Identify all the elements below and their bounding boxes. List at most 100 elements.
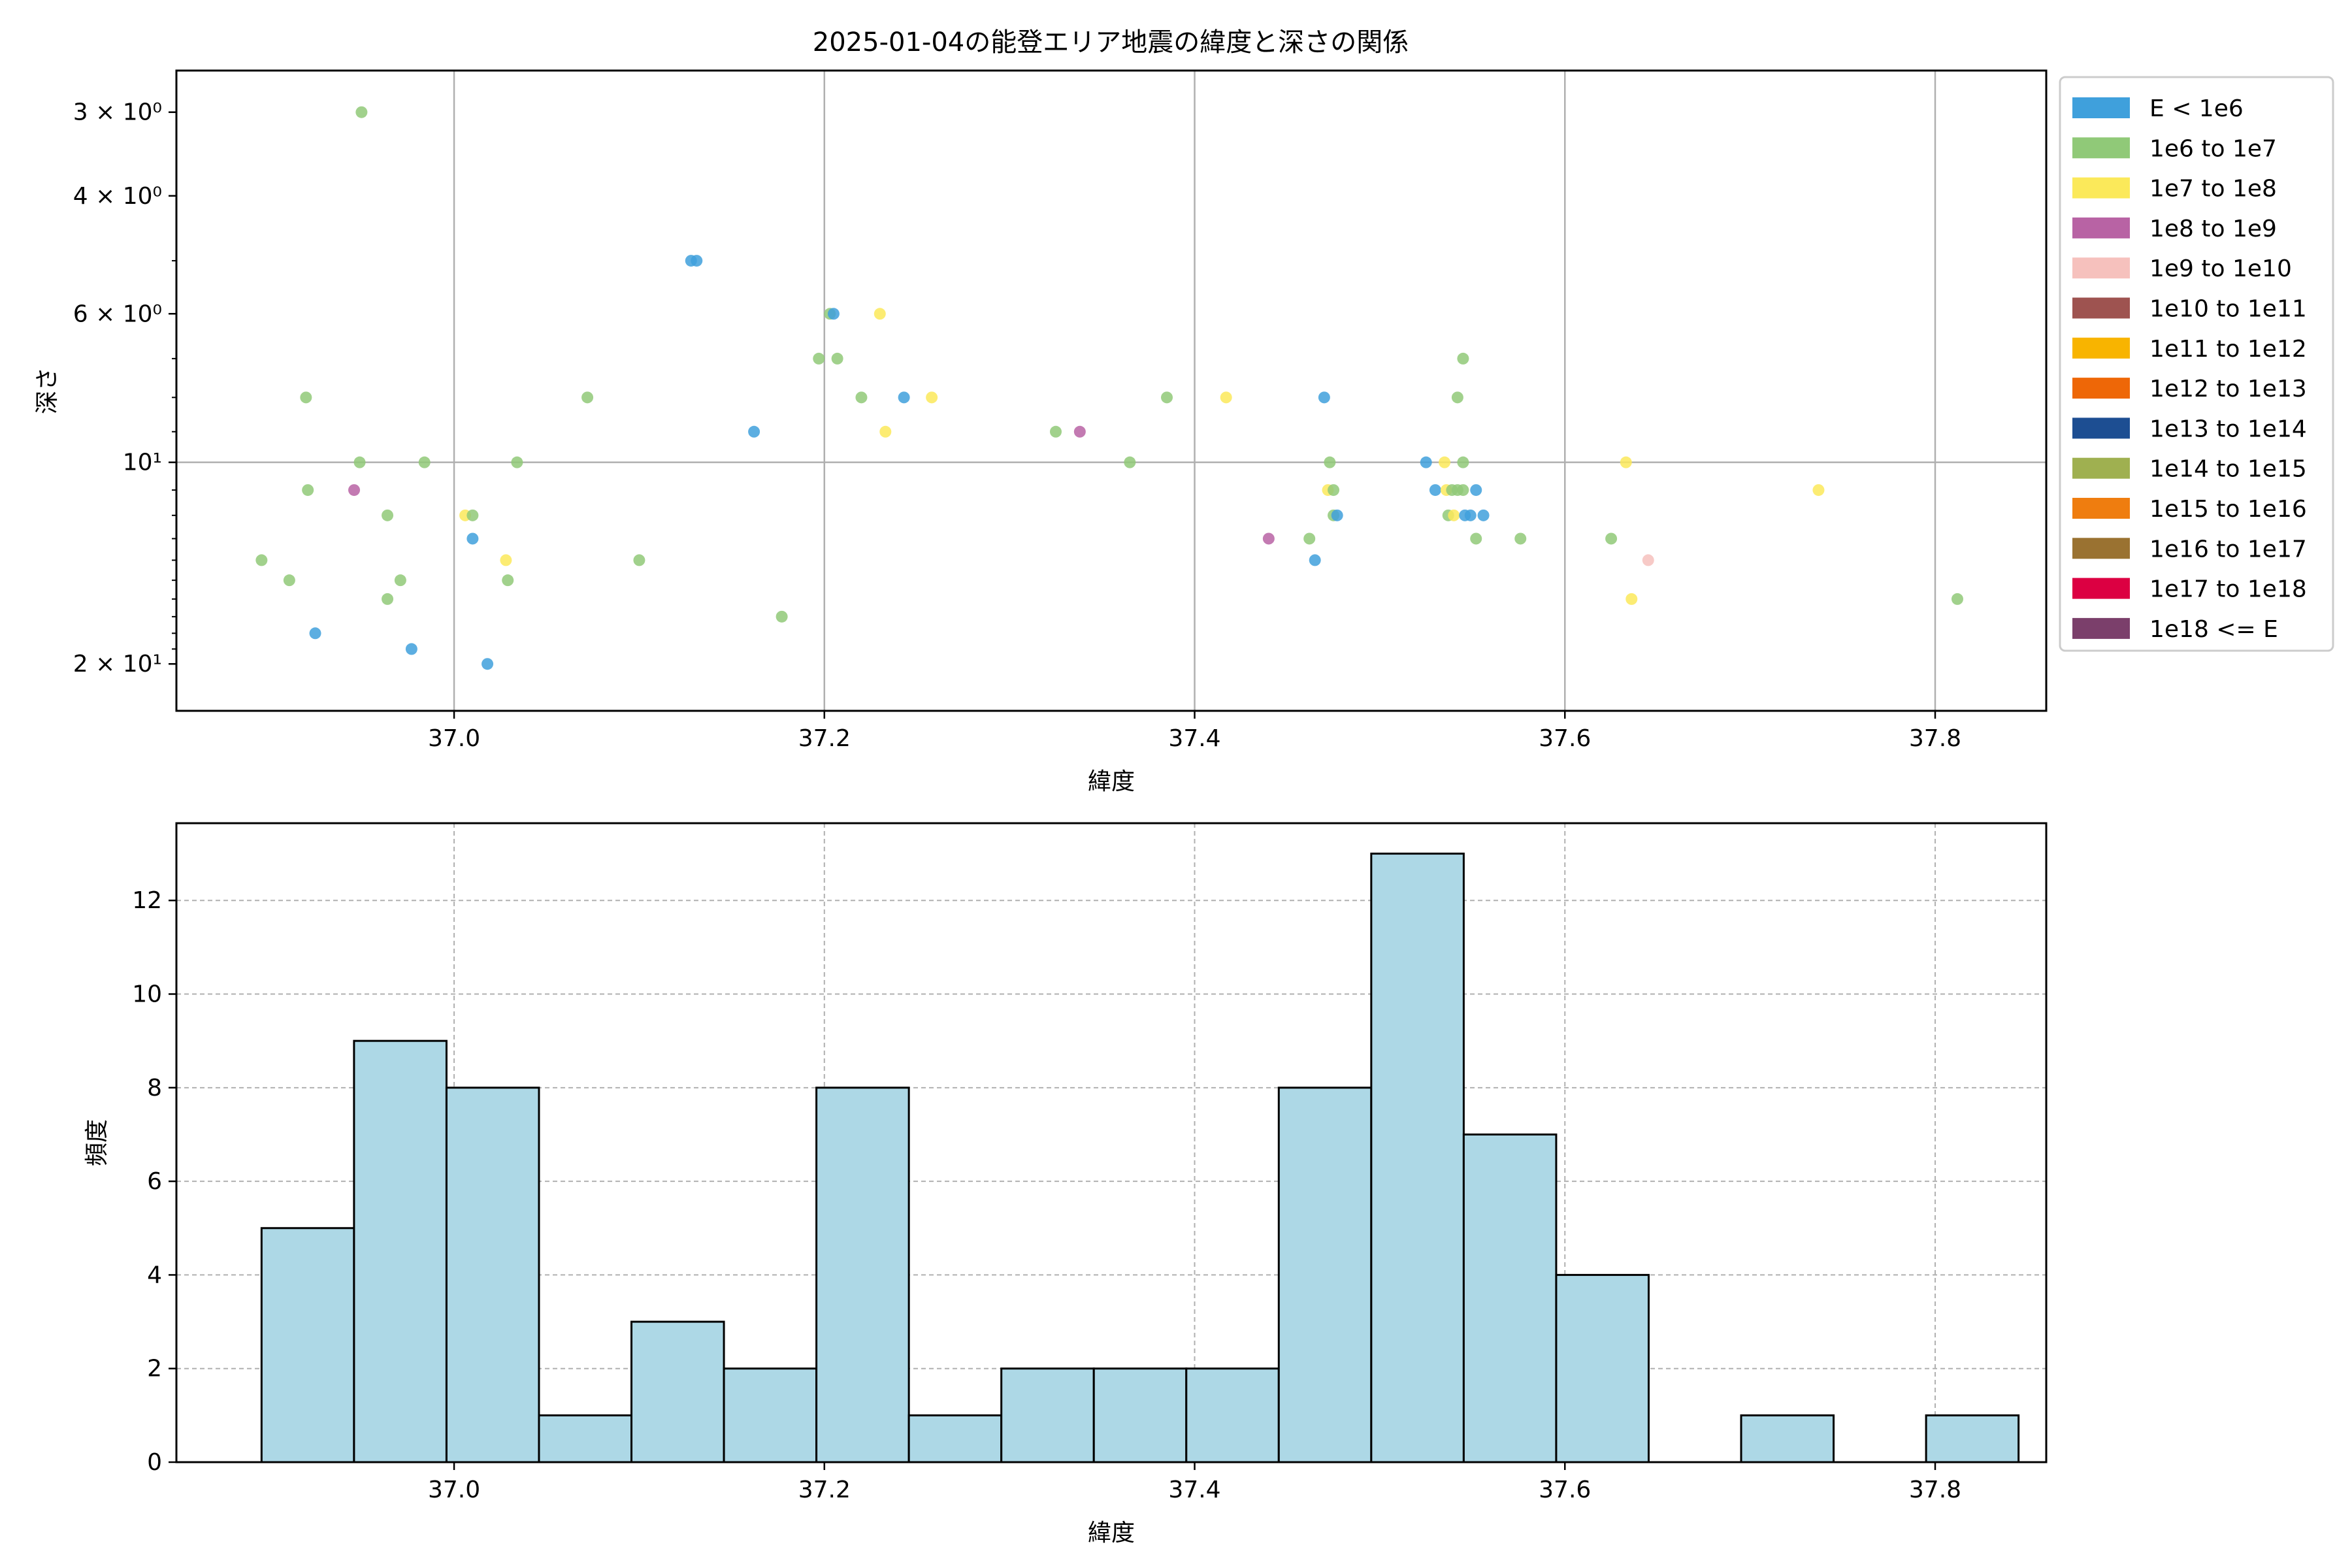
legend-swatch bbox=[2072, 617, 2130, 639]
scatter-plot-frame bbox=[175, 69, 2048, 712]
scatter-point bbox=[1620, 456, 1632, 468]
histogram-bar bbox=[1555, 1273, 1650, 1463]
scatter-x-tick-label: 37.8 bbox=[1909, 725, 1961, 752]
scatter-point bbox=[633, 554, 645, 566]
legend-swatch bbox=[2072, 137, 2130, 159]
scatter-point bbox=[1429, 484, 1441, 497]
scatter-point bbox=[1439, 456, 1451, 468]
scatter-x-ticks: 37.0 37.2 37.4 37.6 37.8 bbox=[428, 711, 1961, 752]
histogram-bar bbox=[1925, 1414, 2020, 1463]
scatter-point bbox=[926, 391, 938, 404]
scatter-points bbox=[255, 106, 1963, 670]
scatter-point bbox=[394, 574, 406, 587]
histogram-bar bbox=[1740, 1414, 1835, 1463]
scatter-x-tick-label: 37.4 bbox=[1168, 725, 1220, 752]
scatter-point bbox=[1812, 484, 1825, 497]
chart-title: 2025-01-04の能登エリア地震の緯度と深さの関係 bbox=[813, 27, 1409, 57]
scatter-y-tick-label: 10¹ bbox=[123, 449, 162, 476]
legend-label: 1e11 to 1e12 bbox=[2149, 336, 2307, 363]
legend-label: 1e13 to 1e14 bbox=[2149, 416, 2307, 442]
scatter-point bbox=[1161, 391, 1173, 404]
legend-swatch bbox=[2072, 217, 2130, 238]
legend: E < 1e6 1e6 to 1e7 1e7 to 1e8 1e8 to 1e9 1e9… bbox=[2059, 76, 2334, 652]
scatter-point bbox=[1303, 532, 1316, 545]
scatter-point bbox=[466, 532, 479, 545]
scatter-point bbox=[1951, 593, 1963, 605]
scatter-point bbox=[283, 574, 295, 587]
scatter-x-tick-label: 37.2 bbox=[798, 725, 851, 752]
scatter-point bbox=[898, 391, 910, 404]
legend-label: 1e9 to 1e10 bbox=[2149, 255, 2292, 282]
legend-items: E < 1e6 1e6 to 1e7 1e7 to 1e8 1e8 to 1e9 1e9… bbox=[2072, 95, 2307, 643]
legend-label: 1e14 to 1e15 bbox=[2149, 456, 2307, 483]
histogram-bar bbox=[1185, 1367, 1280, 1463]
scatter-point bbox=[827, 308, 840, 320]
legend-swatch bbox=[2072, 498, 2130, 519]
scatter-point bbox=[1457, 352, 1469, 365]
scatter-y-tick-label: 2 × 10¹ bbox=[73, 651, 162, 678]
histogram-panel: 37.0 37.2 37.4 37.6 37.8 0 2 4 6 8 10 12 緯度 頻度 bbox=[84, 822, 2048, 1546]
scatter-point bbox=[482, 658, 494, 670]
histogram-x-tick-label: 37.0 bbox=[428, 1477, 480, 1503]
scatter-point bbox=[418, 456, 431, 468]
histogram-y-axis-label: 頻度 bbox=[84, 1119, 110, 1166]
scatter-x-tick-label: 37.0 bbox=[428, 725, 480, 752]
histogram-y-tick-label: 0 bbox=[147, 1449, 162, 1476]
histogram-x-tick-label: 37.8 bbox=[1909, 1477, 1961, 1503]
scatter-point bbox=[1049, 425, 1062, 438]
histogram-bar bbox=[1000, 1367, 1095, 1463]
legend-swatch bbox=[2072, 417, 2130, 439]
legend-swatch bbox=[2072, 378, 2130, 399]
scatter-point bbox=[813, 352, 825, 365]
scatter-panel: 2025-01-04の能登エリア地震の緯度と深さの関係 37.0 37.2 37.4… bbox=[34, 27, 2048, 795]
histogram-y-tick-label: 12 bbox=[132, 887, 162, 914]
scatter-point bbox=[1318, 391, 1330, 404]
scatter-point bbox=[300, 391, 312, 404]
scatter-y-tick-label: 6 × 10⁰ bbox=[73, 301, 162, 327]
histogram-bar bbox=[1370, 853, 1465, 1463]
scatter-y-ticks: 3 × 10⁰ 4 × 10⁰ 6 × 10⁰ 10¹ 2 × 10¹ bbox=[73, 99, 176, 678]
histogram-bar bbox=[1462, 1133, 1558, 1463]
scatter-point bbox=[1124, 456, 1136, 468]
scatter-y-tick-label: 3 × 10⁰ bbox=[73, 99, 162, 126]
scatter-point bbox=[879, 425, 892, 438]
histogram-y-tick-label: 10 bbox=[132, 981, 162, 1008]
scatter-point bbox=[1470, 484, 1482, 497]
histogram-y-tick-label: 2 bbox=[147, 1356, 162, 1382]
scatter-point bbox=[1605, 532, 1618, 545]
scatter-point bbox=[748, 425, 760, 438]
scatter-point bbox=[405, 643, 417, 655]
legend-swatch bbox=[2072, 297, 2130, 319]
legend-label: 1e17 to 1e18 bbox=[2149, 576, 2307, 603]
scatter-point bbox=[1451, 391, 1463, 404]
scatter-point bbox=[1262, 532, 1275, 545]
scatter-point bbox=[874, 308, 886, 320]
histogram-x-axis-label: 緯度 bbox=[1088, 1520, 1135, 1546]
scatter-point bbox=[1464, 509, 1477, 521]
scatter-point bbox=[776, 610, 788, 623]
scatter-point bbox=[348, 484, 361, 497]
histogram-bar bbox=[1092, 1367, 1188, 1463]
scatter-point bbox=[1470, 532, 1482, 545]
scatter-point bbox=[511, 456, 523, 468]
legend-swatch bbox=[2072, 337, 2130, 359]
scatter-point bbox=[1514, 532, 1527, 545]
scatter-point bbox=[382, 593, 394, 605]
scatter-point bbox=[302, 484, 314, 497]
legend-label: 1e10 to 1e11 bbox=[2149, 296, 2307, 323]
histogram-x-tick-label: 37.2 bbox=[798, 1477, 851, 1503]
scatter-point bbox=[1457, 484, 1469, 497]
legend-label: 1e8 to 1e9 bbox=[2149, 216, 2277, 242]
scatter-point bbox=[581, 391, 594, 404]
scatter-point bbox=[831, 352, 843, 365]
legend-swatch bbox=[2072, 538, 2130, 559]
histogram-bar bbox=[260, 1227, 355, 1463]
scatter-point bbox=[502, 574, 514, 587]
scatter-grid bbox=[176, 71, 2046, 711]
scatter-point bbox=[1642, 554, 1654, 566]
histogram-y-tick-label: 4 bbox=[147, 1262, 162, 1288]
histogram-y-ticks: 0 2 4 6 8 10 12 bbox=[132, 887, 176, 1476]
scatter-point bbox=[309, 627, 321, 640]
histogram-bar bbox=[815, 1086, 910, 1463]
scatter-point bbox=[1324, 456, 1336, 468]
